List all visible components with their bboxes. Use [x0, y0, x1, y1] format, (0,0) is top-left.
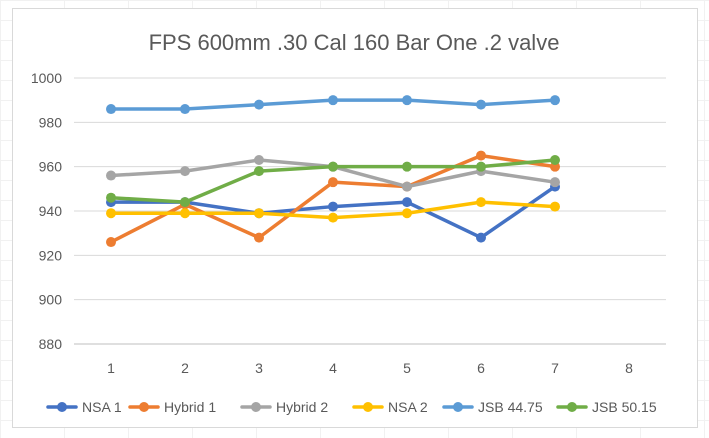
chart-title: FPS 600mm .30 Cal 160 Bar One .2 valve — [149, 30, 560, 55]
data-point[interactable] — [180, 166, 190, 177]
series-lines — [106, 95, 560, 248]
legend-point-marker — [57, 402, 67, 412]
x-tick-label: 3 — [255, 360, 263, 376]
y-tick-label: 900 — [39, 292, 63, 308]
y-tick-label: 880 — [39, 336, 63, 352]
data-point[interactable] — [106, 192, 116, 203]
x-tick-label: 6 — [477, 360, 485, 376]
legend-point-marker — [251, 402, 261, 412]
x-tick-label: 7 — [551, 360, 559, 376]
x-tick-label: 1 — [107, 360, 115, 376]
data-point[interactable] — [328, 161, 338, 172]
data-point[interactable] — [180, 208, 190, 219]
data-point[interactable] — [550, 201, 560, 212]
x-tick-label: 5 — [403, 360, 411, 376]
series-jsb-50-15[interactable] — [106, 155, 560, 208]
legend-label: Hybrid 2 — [276, 399, 328, 415]
legend-point-marker — [453, 402, 463, 412]
legend-label: Hybrid 1 — [164, 399, 216, 415]
series-nsa-2[interactable] — [106, 197, 560, 223]
data-point[interactable] — [254, 232, 264, 243]
data-point[interactable] — [476, 232, 486, 243]
x-tick-label: 2 — [181, 360, 189, 376]
data-point[interactable] — [550, 177, 560, 188]
legend-label: NSA 1 — [82, 399, 122, 415]
legend-label: NSA 2 — [388, 399, 428, 415]
data-point[interactable] — [328, 212, 338, 223]
data-point[interactable] — [476, 161, 486, 172]
data-point[interactable] — [550, 155, 560, 166]
legend-item-nsa-1[interactable]: NSA 1 — [46, 399, 122, 415]
data-point[interactable] — [328, 95, 338, 106]
legend-point-marker — [363, 402, 373, 412]
data-point[interactable] — [106, 237, 116, 248]
y-tick-label: 980 — [39, 114, 63, 130]
data-point[interactable] — [106, 104, 116, 115]
x-tick-label: 8 — [625, 360, 633, 376]
gridlines — [74, 77, 666, 345]
legend-point-marker — [567, 402, 577, 412]
data-point[interactable] — [106, 170, 116, 181]
x-tick-label: 4 — [329, 360, 337, 376]
legend-point-marker — [139, 402, 149, 412]
legend-item-hybrid-1[interactable]: Hybrid 1 — [128, 399, 216, 415]
legend-label: JSB 44.75 — [478, 399, 543, 415]
data-point[interactable] — [550, 95, 560, 106]
data-point[interactable] — [476, 197, 486, 208]
data-point[interactable] — [402, 181, 412, 192]
data-point[interactable] — [106, 208, 116, 219]
legend-item-jsb-50-15[interactable]: JSB 50.15 — [556, 399, 657, 415]
legend: NSA 1 Hybrid 1 Hybrid 2 NSA 2 JSB 44.75 JSB 5… — [46, 399, 657, 415]
data-point[interactable] — [254, 99, 264, 110]
data-point[interactable] — [328, 201, 338, 212]
y-tick-label: 940 — [39, 203, 63, 219]
legend-label: JSB 50.15 — [592, 399, 657, 415]
data-point[interactable] — [402, 161, 412, 172]
data-point[interactable] — [328, 177, 338, 188]
data-point[interactable] — [254, 208, 264, 219]
data-point[interactable] — [402, 208, 412, 219]
y-tick-label: 920 — [39, 247, 63, 263]
data-point[interactable] — [180, 197, 190, 208]
series-jsb-44-75[interactable] — [106, 95, 560, 115]
legend-item-jsb-44-75[interactable]: JSB 44.75 — [442, 399, 543, 415]
data-point[interactable] — [402, 197, 412, 208]
data-point[interactable] — [476, 99, 486, 110]
legend-item-hybrid-2[interactable]: Hybrid 2 — [240, 399, 328, 415]
y-tick-label: 960 — [39, 159, 63, 175]
data-point[interactable] — [180, 104, 190, 115]
data-point[interactable] — [402, 95, 412, 106]
data-point[interactable] — [254, 155, 264, 166]
axes: 880 900 920 940 960 980 1000 1 2 3 4 5 6 7 8 — [31, 70, 666, 376]
y-tick-label: 1000 — [31, 70, 62, 86]
data-point[interactable] — [476, 150, 486, 161]
data-point[interactable] — [254, 166, 264, 177]
legend-item-nsa-2[interactable]: NSA 2 — [352, 399, 428, 415]
